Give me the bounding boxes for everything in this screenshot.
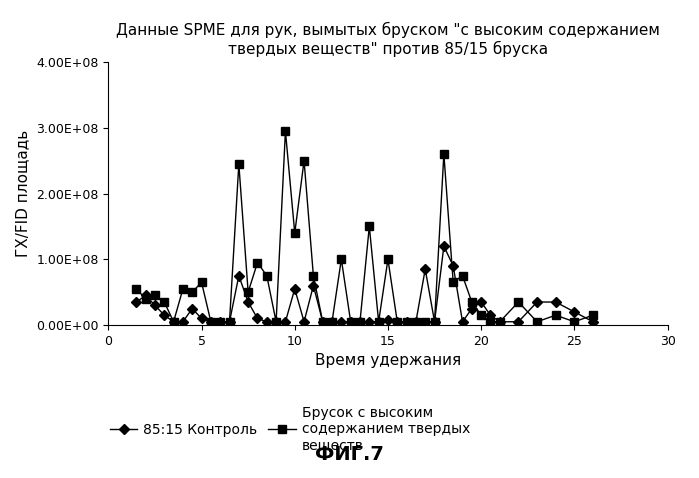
85:15 Контроль <box>468 306 476 312</box>
Брусок с высоким
содержанием твердых
веществ <box>365 224 373 229</box>
85:15 Контроль <box>160 312 168 318</box>
Брусок с высоким
содержанием твердых
веществ <box>384 256 392 262</box>
Line: Брусок с высоким
содержанием твердых
веществ: Брусок с высоким содержанием твердых вещ… <box>132 127 597 326</box>
Брусок с высоким
содержанием твердых
веществ <box>151 293 159 298</box>
85:15 Контроль <box>375 319 383 325</box>
Брусок с высоким
содержанием твердых
веществ <box>244 289 252 295</box>
85:15 Контроль <box>235 273 243 279</box>
Брусок с высоким
содержанием твердых
веществ <box>169 319 178 325</box>
Line: 85:15 Контроль: 85:15 Контроль <box>133 243 596 325</box>
85:15 Контроль <box>179 319 187 325</box>
85:15 Контроль <box>552 299 560 305</box>
Брусок с высоким
содержанием твердых
веществ <box>272 319 280 325</box>
85:15 Контроль <box>141 293 150 298</box>
Text: ФИГ.7: ФИГ.7 <box>315 445 384 464</box>
85:15 Контроль <box>421 266 429 272</box>
85:15 Контроль <box>272 319 280 325</box>
Брусок с высоким
содержанием твердых
веществ <box>337 256 345 262</box>
85:15 Контроль <box>337 319 345 325</box>
Брусок с высоким
содержанием твердых
веществ <box>291 230 299 236</box>
85:15 Контроль <box>403 319 411 325</box>
85:15 Контроль <box>412 319 420 325</box>
Брусок с высоким
содержанием твердых
веществ <box>300 158 308 163</box>
Брусок с высоким
содержанием твердых
веществ <box>514 299 523 305</box>
Брусок с высоким
содержанием твердых
веществ <box>533 319 541 325</box>
85:15 Контроль <box>384 317 392 323</box>
Брусок с высоким
содержанием твердых
веществ <box>403 319 411 325</box>
85:15 Контроль <box>440 243 448 249</box>
85:15 Контроль <box>319 319 327 325</box>
Брусок с высоким
содержанием твердых
веществ <box>449 280 457 285</box>
Брусок с высоким
содержанием твердых
веществ <box>235 161 243 167</box>
Брусок с высоким
содержанием твердых
веществ <box>319 319 327 325</box>
Брусок с высоким
содержанием твердых
веществ <box>431 319 439 325</box>
X-axis label: Время удержания: Время удержания <box>315 353 461 369</box>
Брусок с высоким
содержанием твердых
веществ <box>477 312 485 318</box>
85:15 Контроль <box>169 319 178 325</box>
Брусок с высоким
содержанием твердых
веществ <box>216 319 224 325</box>
Брусок с высоким
содержанием твердых
веществ <box>459 273 467 279</box>
85:15 Контроль <box>514 319 523 325</box>
85:15 Контроль <box>132 299 140 305</box>
Брусок с высоким
содержанием твердых
веществ <box>132 286 140 292</box>
Брусок с высоким
содержанием твердых
веществ <box>281 128 289 134</box>
85:15 Контроль <box>309 282 317 288</box>
85:15 Контроль <box>570 309 579 315</box>
85:15 Контроль <box>253 315 261 321</box>
Брусок с высоким
содержанием твердых
веществ <box>589 312 597 318</box>
Брусок с высоким
содержанием твердых
веществ <box>552 312 560 318</box>
Брусок с высоким
содержанием твердых
веществ <box>440 151 448 157</box>
85:15 Контроль <box>365 319 373 325</box>
Title: Данные SPME для рук, вымытых бруском "с высоким содержанием
твердых веществ" про: Данные SPME для рук, вымытых бруском "с … <box>116 22 660 57</box>
Брусок с высоким
содержанием твердых
веществ <box>487 319 495 325</box>
85:15 Контроль <box>496 319 504 325</box>
Брусок с высоким
содержанием твердых
веществ <box>393 319 401 325</box>
85:15 Контроль <box>207 319 215 325</box>
85:15 Контроль <box>449 263 457 269</box>
85:15 Контроль <box>487 312 495 318</box>
Брусок с высоким
содержанием твердых
веществ <box>160 299 168 305</box>
Брусок с высоким
содержанием твердых
веществ <box>225 319 233 325</box>
85:15 Контроль <box>197 315 206 321</box>
85:15 Контроль <box>459 319 467 325</box>
Брусок с высоким
содержанием твердых
веществ <box>188 289 196 295</box>
85:15 Контроль <box>477 299 485 305</box>
Брусок с высоким
содержанием твердых
веществ <box>253 260 261 265</box>
Брусок с высоким
содержанием твердых
веществ <box>263 273 271 279</box>
Брусок с высоким
содержанием твердых
веществ <box>179 286 187 292</box>
85:15 Контроль <box>393 319 401 325</box>
85:15 Контроль <box>225 319 233 325</box>
Legend: 85:15 Контроль, Брусок с высоким
содержанием твердых
веществ: 85:15 Контроль, Брусок с высоким содержа… <box>110 406 470 452</box>
Брусок с высоким
содержанием твердых
веществ <box>309 273 317 279</box>
85:15 Контроль <box>300 319 308 325</box>
85:15 Контроль <box>347 319 355 325</box>
Брусок с высоким
содержанием твердых
веществ <box>496 319 504 325</box>
Брусок с высоким
содержанием твердых
веществ <box>468 299 476 305</box>
Брусок с высоким
содержанием твердых
веществ <box>570 319 579 325</box>
Брусок с высоким
содержанием твердых
веществ <box>328 319 336 325</box>
85:15 Контроль <box>291 286 299 292</box>
85:15 Контроль <box>431 319 439 325</box>
85:15 Контроль <box>151 303 159 308</box>
Брусок с высоким
содержанием твердых
веществ <box>375 319 383 325</box>
Брусок с высоким
содержанием твердых
веществ <box>356 319 364 325</box>
85:15 Контроль <box>188 306 196 312</box>
85:15 Контроль <box>589 319 597 325</box>
Брусок с высоким
содержанием твердых
веществ <box>421 319 429 325</box>
Брусок с высоким
содержанием твердых
веществ <box>197 280 206 285</box>
85:15 Контроль <box>263 319 271 325</box>
85:15 Контроль <box>356 319 364 325</box>
85:15 Контроль <box>281 319 289 325</box>
85:15 Контроль <box>533 299 541 305</box>
85:15 Контроль <box>328 319 336 325</box>
Брусок с высоким
содержанием твердых
веществ <box>347 319 355 325</box>
85:15 Контроль <box>244 299 252 305</box>
Брусок с высоким
содержанием твердых
веществ <box>207 319 215 325</box>
Брусок с высоким
содержанием твердых
веществ <box>141 296 150 302</box>
Брусок с высоким
содержанием твердых
веществ <box>412 319 420 325</box>
85:15 Контроль <box>216 319 224 325</box>
Y-axis label: ГХ/FID площадь: ГХ/FID площадь <box>15 130 31 257</box>
